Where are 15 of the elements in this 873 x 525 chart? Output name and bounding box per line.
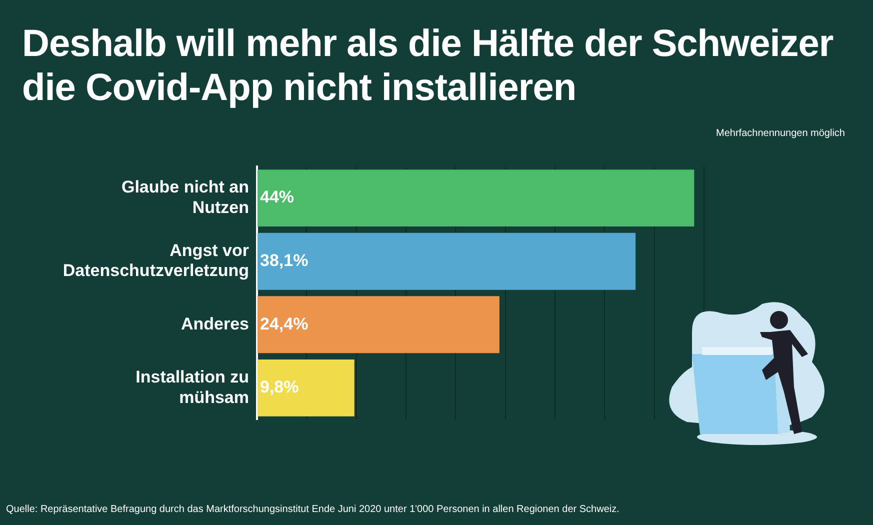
bar [258,170,694,227]
data-label: 24,4% [260,314,308,334]
bar [258,359,354,416]
text: Mehrfachnennungen möglich [716,128,845,139]
y-tick-label: Anderes [180,314,249,334]
data-label: 38,1% [260,251,308,270]
source-note: Quelle: Repräsentative Befragung durch das Marktforschungsinstitut Ende Juni 2020 unter 1'000 Personen in allen Regionen der Schweiz. [6,504,620,515]
chart-title: Deshalb will mehr als die Hälfte der Schweizer die Covid-App nicht installieren [22,22,834,110]
data-label: 44% [260,188,294,207]
y-tick-label: Angst vor Datenschutzverletzung [62,240,250,280]
bar [258,232,636,290]
y-tick-label: Glaube nicht an Nutzen [121,178,249,217]
y-tick-label: Installation zu mühsam [136,367,249,407]
bar [258,296,500,354]
data-label: 9,8% [260,378,299,397]
